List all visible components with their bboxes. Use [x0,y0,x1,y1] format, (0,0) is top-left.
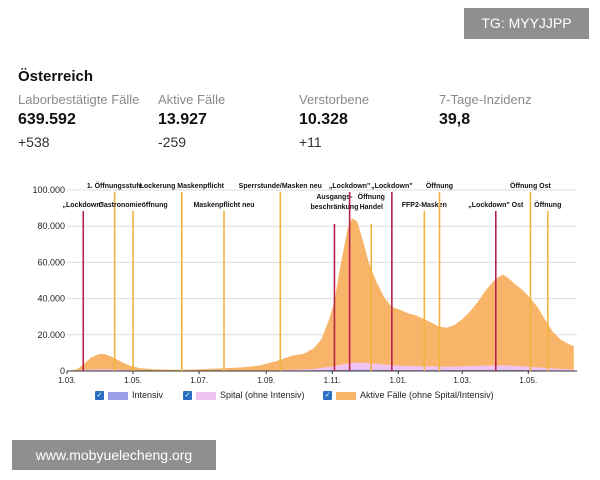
x-tick-label: 1.07. [190,376,208,385]
event-label: Lockerung Maskenpflicht [140,183,225,190]
watermark-top: TG: MYYJJPP [464,8,589,39]
cases-chart: 0 20.000 40.000 60.000 80.000 100.000 1.03. 1.0… [32,181,577,385]
x-tick-label: 1.03. [58,376,76,385]
event-label: „Lockdown" [371,183,412,190]
y-tick-label: 60.000 [37,257,65,267]
checkbox-icon[interactable]: ✓ [95,391,104,400]
stat-label: 7-Tage-Inzidenz [439,92,532,107]
y-tick-label: 80.000 [37,221,65,231]
event-label: Sperrstunde/Masken neu [239,183,322,190]
stat-delta: +11 [299,134,322,150]
x-tick-label: 1.11. [324,376,341,385]
event-label: „Lockdown" [329,183,370,190]
event-label: 1. Öffnungsstufe [87,181,143,190]
x-tick-label: 1.03. [453,376,471,385]
watermark-bottom: www.mobyuelecheng.org [12,440,216,470]
event-label: FFP2-Masken [402,202,447,209]
stat-value: 639.592 [18,111,76,128]
stat-value: 10.328 [299,111,348,128]
x-tick-label: 1.01. [389,376,407,385]
event-label: Öffnung [534,200,561,209]
y-tick-label: 100.000 [32,185,65,195]
x-tick-label: 1.09. [257,376,275,385]
checkbox-icon[interactable]: ✓ [323,391,332,400]
event-label: Ausgangs- [316,194,353,201]
event-label: „Lockdown" [63,202,104,209]
event-label: Handel [360,204,383,211]
stat-confirmed: Laborbestätigte Fälle 639.592 +538 [18,92,153,150]
legend-label: Intensiv [132,390,164,400]
x-tick-label: 1.05. [519,376,537,385]
y-tick-label: 20.000 [37,330,65,340]
checkbox-icon[interactable]: ✓ [183,391,192,400]
legend-swatch [108,392,128,400]
stat-delta: -259 [158,134,187,150]
stat-deaths: Verstorbene 10.328 +11 [299,92,434,150]
stat-label: Aktive Fälle [158,92,226,107]
stat-active: Aktive Fälle 13.927 -259 [158,92,293,150]
stats-row: Laborbestätigte Fälle 639.592 +538 Aktiv… [18,92,588,162]
event-label: beschränkung [311,204,359,211]
series-area-active [67,218,574,371]
stat-incidence: 7-Tage-Inzidenz 39,8 [439,92,574,134]
legend-swatch [196,392,216,400]
event-label: „Lockdown" Ost [468,202,524,209]
stat-label: Verstorbene [299,92,370,107]
legend-swatch [336,392,356,400]
event-label: Öffnung [426,181,453,190]
x-tick-label: 1.05. [124,376,142,385]
y-tick-label: 0 [60,366,65,376]
event-label: Gastronomieöffnung [98,202,167,209]
event-label: Maskenpflicht neu [193,202,254,209]
y-tick-label: 40.000 [37,294,65,304]
region-title: Österreich [18,68,94,85]
series-area-hospital [67,362,574,371]
stat-delta: +538 [18,134,50,150]
stat-label: Laborbestätigte Fälle [18,92,140,107]
stat-value: 39,8 [439,111,471,128]
stat-value: 13.927 [158,111,207,128]
legend-label: Aktive Fälle (ohne Spital/Intensiv) [360,390,494,400]
legend-label: Spital (ohne Intensiv) [220,390,305,400]
event-label: Öffnung [358,192,385,201]
event-label: Öffnung Ost [510,181,551,190]
